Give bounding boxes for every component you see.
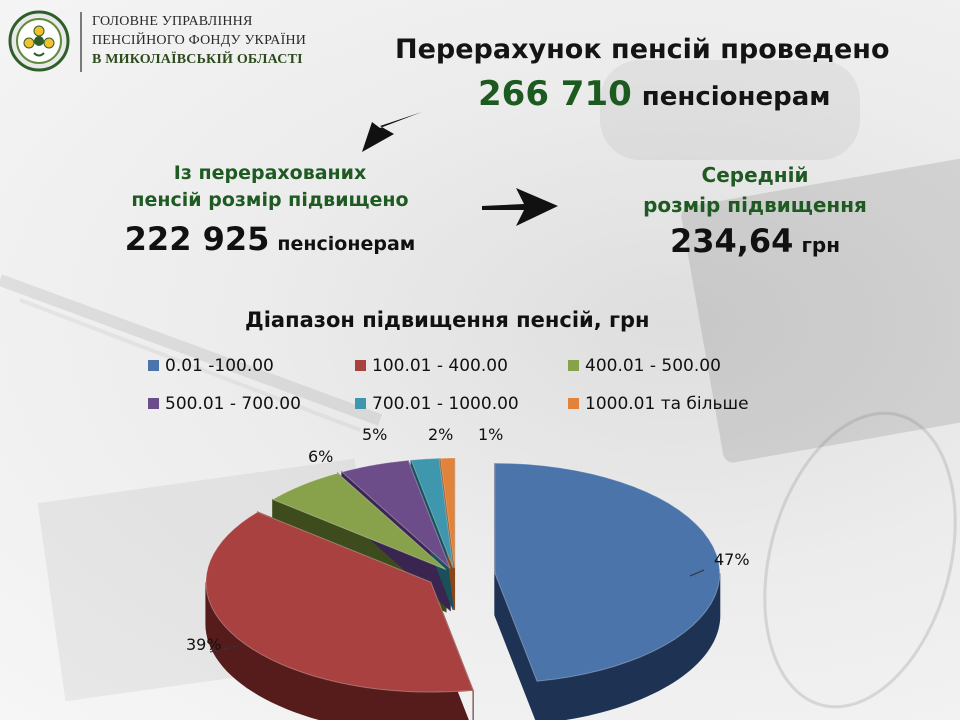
legend-label: 1000.01 та більше: [585, 394, 749, 414]
pie-slice: [271, 472, 447, 571]
legend-item: 700.01 - 1000.00: [355, 394, 519, 414]
legend-swatch: [568, 398, 579, 409]
average-increase-number: 234,64: [669, 222, 794, 260]
headline-count: 266 710 пенсіонерам: [478, 74, 831, 114]
legend-swatch: [355, 360, 366, 371]
org-line-3: В МИКОЛАЇВСЬКІЙ ОБЛАСТІ: [92, 52, 303, 67]
headline-number: 266 710: [478, 74, 632, 114]
org-line-1: ГОЛОВНЕ УПРАВЛІННЯ: [92, 14, 253, 29]
org-divider: [80, 12, 82, 72]
pie-slice: [439, 457, 456, 569]
pie-data-label: 1%: [478, 425, 503, 444]
legend-swatch: [568, 360, 579, 371]
org-name: ГОЛОВНЕ УПРАВЛІННЯ ПЕНСІЙНОГО ФОНДУ УКРА…: [92, 12, 306, 69]
legend-label: 700.01 - 1000.00: [372, 394, 519, 414]
raised-pensions-block: Із перерахованих пенсій розмір підвищено…: [60, 160, 480, 258]
legend-item: 1000.01 та більше: [568, 394, 749, 414]
raised-pensions-line-1: Із перерахованих: [173, 162, 367, 184]
arrow-down-left-icon: [362, 112, 422, 152]
legend-item: 400.01 - 500.00: [568, 356, 721, 376]
headline-suffix: пенсіонерам: [641, 82, 831, 112]
raised-pensions-number: 222 925: [124, 220, 270, 258]
average-increase-line-2: розмір підвищення: [643, 193, 867, 217]
average-increase-line-1: Середній: [701, 163, 809, 187]
pie-slice: [494, 462, 721, 682]
pie-data-label: 6%: [308, 447, 333, 466]
legend-swatch: [355, 398, 366, 409]
legend-swatch: [148, 398, 159, 409]
pie-slice: [410, 457, 454, 569]
pie-leader-line: [689, 569, 705, 577]
pie-data-label: 39%: [186, 635, 222, 654]
legend-label: 0.01 -100.00: [165, 356, 274, 376]
pie-data-label: 2%: [428, 425, 453, 444]
legend-item: 0.01 -100.00: [148, 356, 274, 376]
pie-data-label: 47%: [714, 550, 750, 569]
raised-pensions-line-2: пенсій розмір підвищено: [131, 189, 409, 211]
arrow-right-icon: [482, 188, 558, 226]
pie-slice: [205, 511, 474, 693]
org-line-2: ПЕНСІЙНОГО ФОНДУ УКРАЇНИ: [92, 33, 307, 48]
average-increase-suffix: грн: [801, 233, 841, 257]
legend-item: 100.01 - 400.00: [355, 356, 508, 376]
legend-label: 100.01 - 400.00: [372, 356, 508, 376]
pie-data-label: 5%: [362, 425, 387, 444]
legend-label: 500.01 - 700.00: [165, 394, 301, 414]
headline-title: Перерахунок пенсій проведено: [395, 34, 890, 65]
pension-fund-logo: [8, 10, 70, 72]
legend-swatch: [148, 360, 159, 371]
pie-leader-line: [209, 645, 239, 653]
chart-title: Діапазон підвищення пенсій, грн: [245, 308, 650, 332]
raised-pensions-count: 222 925 пенсіонерам: [60, 220, 480, 258]
legend-label: 400.01 - 500.00: [585, 356, 721, 376]
raised-pensions-suffix: пенсіонерам: [277, 233, 416, 255]
pie-slice: [340, 459, 451, 569]
pie-slice-side: [494, 463, 721, 720]
average-increase-block: Середній розмір підвищення 234,64 грн: [600, 160, 910, 260]
average-increase-value: 234,64 грн: [600, 222, 910, 260]
legend-item: 500.01 - 700.00: [148, 394, 301, 414]
